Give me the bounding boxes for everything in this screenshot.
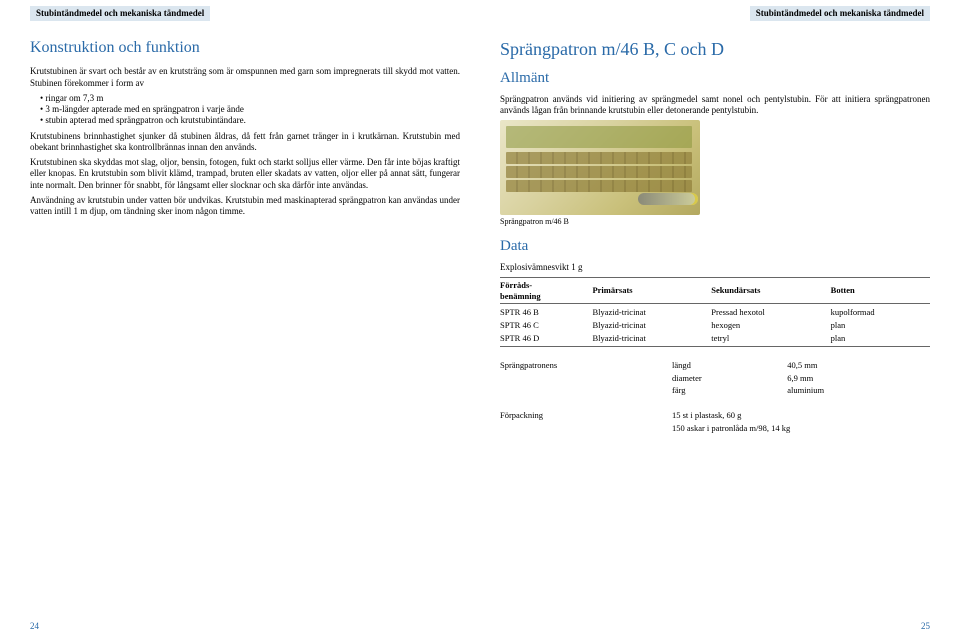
data-heading: Data bbox=[500, 237, 930, 256]
table-row: Sprängpatronens längd 40,5 mm bbox=[500, 359, 930, 372]
table-row: SPTR 46 D Blyazid-tricinat tetryl plan bbox=[500, 332, 930, 347]
table-row: SPTR 46 C Blyazid-tricinat hexogen plan bbox=[500, 319, 930, 332]
left-p2: Krutstubinens brinnhastighet sjunker då … bbox=[30, 131, 460, 154]
th-botten: Botten bbox=[831, 278, 930, 304]
cell: Pressad hexotol bbox=[711, 304, 830, 319]
left-column: Konstruktion och funktion Krutstubinen ä… bbox=[30, 38, 460, 434]
cell: aluminium bbox=[787, 384, 930, 397]
cell: färg bbox=[672, 384, 787, 397]
cell: diameter bbox=[672, 372, 787, 385]
cell: hexogen bbox=[711, 319, 830, 332]
cell: Blyazid-tricinat bbox=[592, 332, 711, 347]
cell: plan bbox=[831, 319, 930, 332]
cell: SPTR 46 C bbox=[500, 319, 592, 332]
list-item: stubin apterad med sprängpatron och krut… bbox=[40, 115, 460, 126]
dimensions-table: Sprängpatronens längd 40,5 mm diameter 6… bbox=[500, 359, 930, 397]
left-p1: Krutstubinen är svart och består av en k… bbox=[30, 66, 460, 89]
cell: längd bbox=[672, 359, 787, 372]
cell: 15 st i plastask, 60 g bbox=[672, 409, 930, 422]
cell: SPTR 46 D bbox=[500, 332, 592, 347]
right-title: Sprängpatron m/46 B, C och D bbox=[500, 38, 930, 61]
th-primär: Primärsats bbox=[592, 278, 711, 304]
dim-label: Sprängpatronens bbox=[500, 359, 672, 372]
left-p3: Krutstubinen ska skyddas mot slag, oljor… bbox=[30, 157, 460, 191]
product-image bbox=[500, 120, 700, 215]
composition-table: Förråds- benämning Primärsats Sekundärsa… bbox=[500, 277, 930, 347]
image-caption: Sprängpatron m/46 B bbox=[500, 217, 930, 227]
left-bullets: ringar om 7,3 m 3 m-längder apterade med… bbox=[40, 93, 460, 127]
cell: plan bbox=[831, 332, 930, 347]
header-bar: Stubintändmedel och mekaniska tändmedel … bbox=[0, 0, 960, 24]
left-p4: Användning av krutstubin under vatten bö… bbox=[30, 195, 460, 218]
packaging-table: Förpackning 15 st i plastask, 60 g 150 a… bbox=[500, 409, 930, 434]
pack-label: Förpackning bbox=[500, 409, 672, 422]
header-right: Stubintändmedel och mekaniska tändmedel bbox=[750, 6, 930, 21]
right-column: Sprängpatron m/46 B, C och D Allmänt Spr… bbox=[500, 38, 930, 434]
table-row: Förpackning 15 st i plastask, 60 g bbox=[500, 409, 930, 422]
footer: 24 25 bbox=[30, 621, 930, 632]
table-row: 150 askar i patronlåda m/98, 14 kg bbox=[500, 422, 930, 435]
list-item: 3 m-längder apterade med en sprängpatron… bbox=[40, 104, 460, 115]
th-sekundär: Sekundärsats bbox=[711, 278, 830, 304]
data-line: Explosivämnesvikt 1 g bbox=[500, 262, 930, 273]
cell: 6,9 mm bbox=[787, 372, 930, 385]
table-row: färg aluminium bbox=[500, 384, 930, 397]
cell: Blyazid-tricinat bbox=[592, 319, 711, 332]
table-row: SPTR 46 B Blyazid-tricinat Pressad hexot… bbox=[500, 304, 930, 319]
cell: Blyazid-tricinat bbox=[592, 304, 711, 319]
cell: tetryl bbox=[711, 332, 830, 347]
cell: 150 askar i patronlåda m/98, 14 kg bbox=[672, 422, 930, 435]
cell: kupolformad bbox=[831, 304, 930, 319]
list-item: ringar om 7,3 m bbox=[40, 93, 460, 104]
header-left: Stubintändmedel och mekaniska tändmedel bbox=[30, 6, 210, 21]
th-benämning: Förråds- benämning bbox=[500, 278, 592, 304]
allmant-para: Sprängpatron används vid initiering av s… bbox=[500, 94, 930, 117]
page-number-right: 25 bbox=[921, 621, 930, 632]
left-title: Konstruktion och funktion bbox=[30, 38, 460, 58]
cell: SPTR 46 B bbox=[500, 304, 592, 319]
allmant-heading: Allmänt bbox=[500, 69, 930, 88]
cell: 40,5 mm bbox=[787, 359, 930, 372]
table-row: diameter 6,9 mm bbox=[500, 372, 930, 385]
content-area: Konstruktion och funktion Krutstubinen ä… bbox=[0, 24, 960, 434]
th-label: Förråds- benämning bbox=[500, 280, 541, 301]
page-number-left: 24 bbox=[30, 621, 39, 632]
